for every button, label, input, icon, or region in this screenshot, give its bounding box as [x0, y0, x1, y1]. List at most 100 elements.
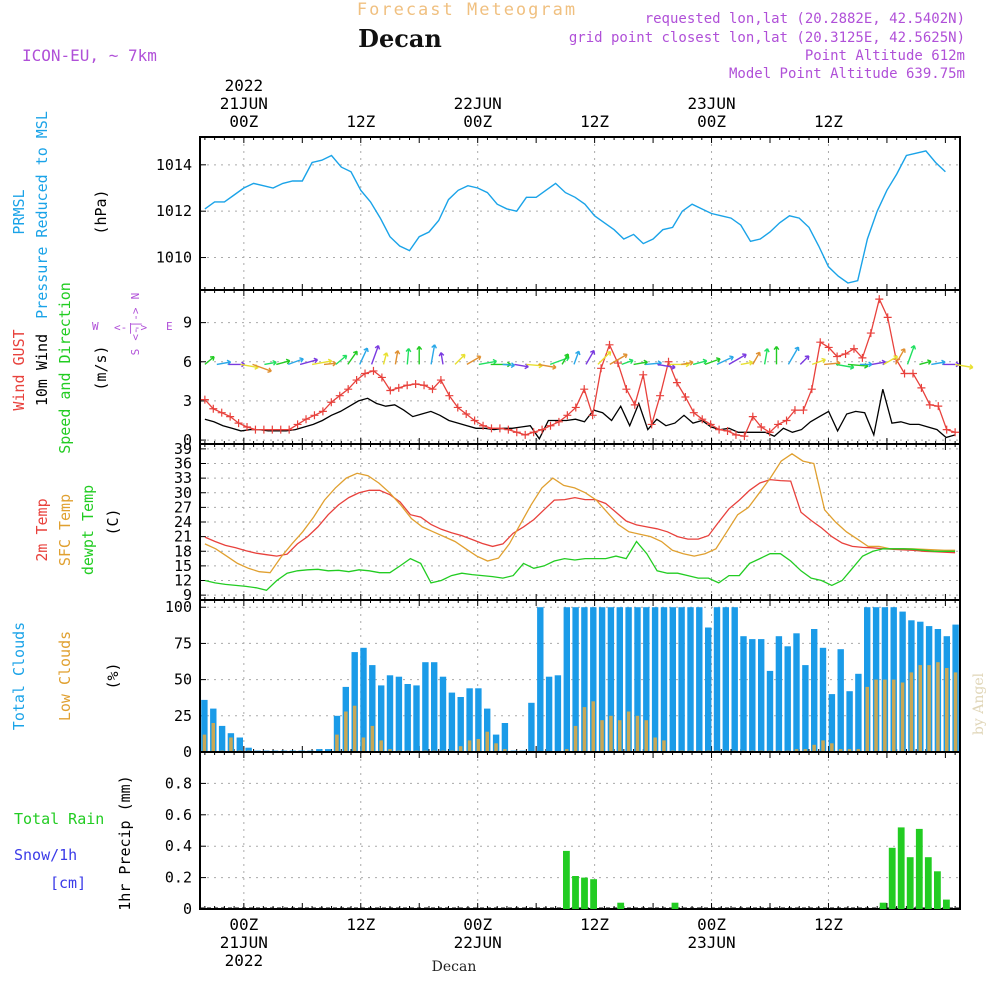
total-cloud-bar — [449, 693, 455, 751]
snow-unit-label: [cm] — [50, 874, 86, 892]
precip-panel: 00.20.40.60.8 — [165, 752, 960, 918]
low-cloud-bar — [636, 716, 640, 751]
precip-labels: Total Rain Snow/1h [cm] 1hr Precip (mm) — [14, 775, 134, 910]
wind-direction-arrow — [931, 360, 945, 365]
y-tick-label: 100 — [165, 598, 192, 616]
compass-s: S — [129, 349, 142, 356]
compass-e: E — [166, 320, 173, 333]
gust-point — [884, 313, 892, 321]
total-cloud-bar — [767, 671, 773, 751]
top-time-label: 00Z — [463, 112, 492, 131]
wind-direction-arrow — [288, 358, 303, 365]
bottom-time-label: 00Z — [697, 915, 726, 934]
total-cloud-bar — [732, 607, 738, 751]
total-cloud-bar — [502, 723, 508, 751]
gust-point — [580, 385, 588, 393]
y-tick-label: 0.8 — [165, 774, 192, 792]
total-cloud-bar — [670, 607, 676, 751]
total-cloud-bar — [802, 665, 808, 751]
pressure-msl-label: Pressure Reduced to MSL — [33, 111, 51, 319]
total-cloud-bar — [723, 607, 729, 751]
model-point-altitude: Model Point Altitude 639.75m — [729, 66, 965, 82]
rain-bar — [898, 827, 905, 909]
gust-point — [740, 432, 748, 440]
rain-bar — [617, 903, 624, 909]
low-cloud-bar — [477, 739, 481, 751]
low-cloud-bar — [892, 680, 896, 751]
rain-bar — [672, 903, 679, 909]
gust-point — [681, 393, 689, 401]
total-cloud-bar — [546, 677, 552, 751]
total-cloud-bar — [776, 636, 782, 751]
total-cloud-bar — [555, 675, 561, 751]
wind-10m-label: 10m Wind — [33, 334, 51, 406]
low-cloud-bar — [857, 749, 861, 751]
top-time-label: 12Z — [346, 112, 375, 131]
gust-point — [412, 380, 420, 388]
low-cloud-bar — [503, 749, 507, 751]
wind-direction-arrow — [526, 363, 542, 368]
total-cloud-bar — [360, 648, 366, 751]
low-cloud-bar — [203, 735, 207, 751]
top-time-label: 22JUN — [454, 94, 502, 113]
wind-direction-arrow — [812, 359, 825, 365]
bottom-time-label: 12Z — [580, 915, 609, 934]
low-cloud-bar — [494, 743, 498, 751]
low-cloud-bar — [954, 672, 958, 751]
y-tick-label: 0.6 — [165, 806, 192, 824]
y-tick-label: 25 — [174, 707, 192, 725]
gust-point — [715, 426, 723, 434]
rain-bar — [590, 879, 597, 909]
low-cloud-bar — [795, 749, 799, 751]
gust-point — [934, 402, 942, 410]
temp2m-label: 2m Temp — [33, 498, 51, 561]
top-time-label: 2022 — [225, 76, 264, 95]
gust-point — [251, 426, 259, 434]
low-cloud-bar — [927, 665, 931, 751]
y-tick-label: 39 — [174, 440, 192, 458]
model-label: ICON-EU, ~ 7km — [22, 46, 157, 65]
wind-direction-arrow — [348, 351, 357, 364]
y-tick-label: 3 — [183, 392, 192, 410]
wind-direction-arrow — [439, 353, 444, 365]
wind-direction-arrow — [669, 362, 689, 367]
gust-point — [310, 411, 318, 419]
total-cloud-bar — [740, 636, 746, 751]
low-cloud-bar — [362, 738, 366, 752]
gust-point — [420, 381, 428, 389]
low-cloud-bar — [821, 740, 825, 751]
gust-point — [799, 406, 807, 414]
wind-direction-arrow — [395, 351, 400, 365]
low-cloud-bar — [883, 680, 887, 751]
low-cloud-bar — [662, 740, 666, 751]
wind-direction-arrow — [634, 360, 648, 365]
bottom-time-label: 23JUN — [687, 933, 735, 952]
gust-point — [867, 329, 875, 337]
low-cloud-bar — [936, 662, 940, 751]
low-cloud-bar — [379, 740, 383, 751]
clouds-labels: Total Clouds Low Clouds (%) — [10, 622, 122, 730]
bottom-time-label: 21JUN — [220, 933, 268, 952]
total-cloud-bar — [396, 677, 402, 751]
wind-direction-arrow — [205, 357, 214, 365]
gust-point — [943, 426, 951, 434]
total-cloud-bar — [219, 726, 225, 751]
gust-point — [606, 341, 614, 349]
wind-gust-label: Wind GUST — [10, 329, 28, 410]
gust-point — [403, 381, 411, 389]
gust-point — [386, 386, 394, 394]
low-cloud-bar — [583, 707, 587, 751]
low-cloud-bar — [910, 672, 914, 751]
low-cloud-bar — [804, 749, 808, 751]
sfc-temp-line — [205, 454, 955, 573]
gust-point — [901, 370, 909, 378]
wind-direction-arrow — [598, 352, 611, 365]
total-cloud-bar — [829, 694, 835, 751]
total-cloud-bar — [696, 607, 702, 751]
grid-coords: grid point closest lon,lat (20.3125E, 42… — [569, 30, 965, 46]
rain-bar — [563, 851, 570, 909]
low-cloud-bar — [229, 738, 233, 752]
